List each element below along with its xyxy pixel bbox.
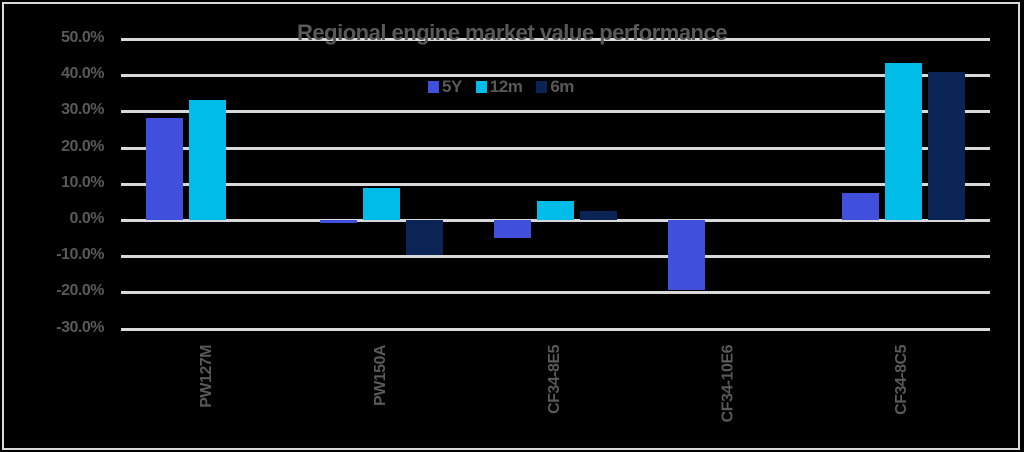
gridline [121, 327, 990, 331]
x-tick-label: CF34-8E5 [545, 345, 563, 414]
bar-cf34-8e5-6m [580, 210, 617, 220]
y-tick-label: 50.0% [61, 29, 104, 46]
y-tick-label: -10.0% [56, 246, 104, 264]
bar-cf34-10e6-5y [667, 220, 705, 290]
bar-pw127m-12m [189, 100, 227, 220]
bar-pw127m-5y [146, 117, 184, 220]
legend-label: 5Y [442, 77, 462, 96]
gridline [121, 110, 990, 114]
bar-pw150a-6m [406, 220, 444, 256]
y-tick-label: 0.0% [69, 210, 105, 227]
legend: 5Y 12m 6m [428, 77, 574, 97]
gridline [121, 255, 990, 259]
gridline [121, 219, 990, 222]
legend-swatch-5y [428, 81, 439, 93]
y-tick-label: -20.0% [56, 282, 104, 300]
bar-cf34-8c5-5y [841, 192, 879, 220]
gridline [121, 146, 990, 150]
legend-label: 6m [550, 77, 574, 96]
y-tick-label: 30.0% [61, 101, 104, 119]
legend-item-5y: 5Y [428, 77, 462, 97]
y-tick-label: 20.0% [61, 137, 104, 155]
gridline [121, 38, 990, 41]
x-tick-label: CF34-10E6 [719, 345, 737, 423]
x-tick-label: PW150A [371, 345, 389, 407]
legend-item-6m: 6m [536, 77, 574, 97]
bar-cf34-8e5-5y [494, 220, 531, 239]
bar-cf34-8e5-12m [537, 201, 574, 220]
bar-cf34-8c5-12m [884, 62, 922, 220]
legend-swatch-6m [536, 81, 548, 93]
bar-pw150a-12m [363, 188, 401, 220]
bar-cf34-8c5-6m [927, 71, 965, 220]
x-tick-label: PW127M [197, 345, 215, 408]
gridline [121, 182, 990, 186]
gridline [121, 74, 990, 78]
x-tick-label: CF34-8C5 [893, 345, 911, 415]
legend-label: 12m [489, 77, 523, 96]
y-tick-label: 10.0% [61, 173, 104, 191]
legend-swatch-12m [475, 81, 487, 93]
chart-title: Regional engine market value performance [297, 20, 727, 45]
bar-pw150a-5y [320, 220, 358, 223]
y-tick-label: -30.0% [56, 318, 104, 336]
y-tick-label: 40.0% [61, 65, 104, 83]
gridline [121, 291, 990, 295]
legend-item-12m: 12m [475, 77, 523, 97]
